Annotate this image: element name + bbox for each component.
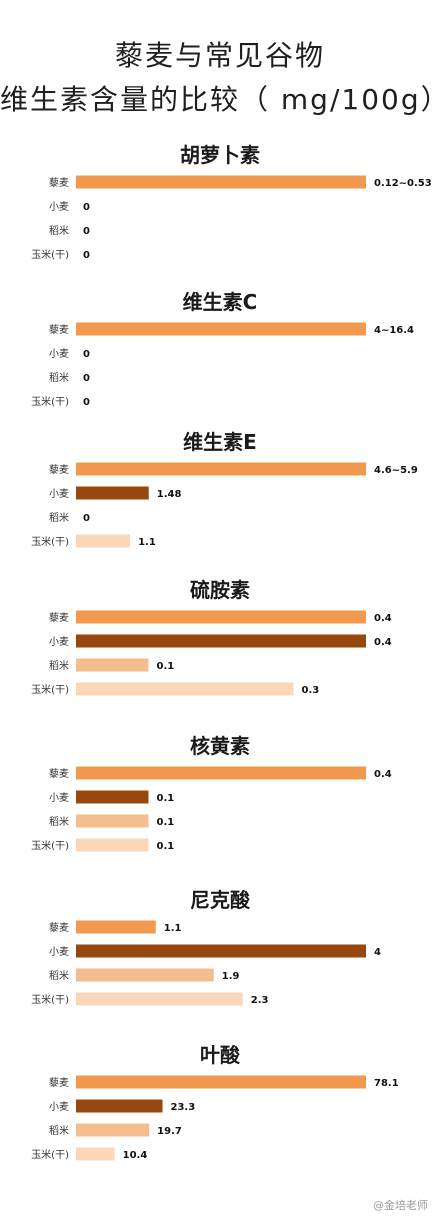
value-label: 0.1 — [157, 793, 175, 804]
bar — [76, 944, 366, 958]
category-label: 藜麦 — [49, 323, 69, 336]
bar — [76, 920, 156, 934]
panel-title: 硫胺素 — [190, 578, 250, 602]
value-label: 0 — [83, 349, 90, 360]
value-label: 0 — [83, 250, 90, 261]
category-label: 小麦 — [49, 201, 69, 213]
category-label: 藜麦 — [49, 1076, 69, 1089]
bar — [76, 838, 149, 852]
value-label: 23.3 — [171, 1102, 196, 1113]
category-label: 小麦 — [49, 488, 69, 500]
page-title-line2: 维生素含量的比较（ mg/100g） — [0, 83, 440, 116]
bar — [76, 610, 366, 624]
page-title: 藜麦与常见谷物 维生素含量的比较（ mg/100g） — [0, 34, 440, 122]
value-label: 0.1 — [157, 841, 175, 852]
category-label: 稻米 — [49, 371, 69, 384]
watermark: @金培老师 — [373, 1199, 428, 1212]
category-label: 小麦 — [49, 636, 69, 648]
category-label: 稻米 — [49, 659, 69, 672]
value-label: 0.4 — [374, 613, 392, 624]
category-label: 玉米(干) — [31, 683, 69, 696]
bar — [76, 992, 243, 1006]
bar — [76, 462, 366, 476]
bar — [76, 175, 366, 189]
value-label: 0 — [83, 373, 90, 384]
bar — [76, 1147, 115, 1161]
bar — [76, 766, 366, 780]
bar — [76, 658, 149, 672]
bar — [76, 814, 149, 828]
value-label: 0.4 — [374, 769, 392, 780]
value-label: 0 — [83, 202, 90, 213]
value-label: 1.1 — [164, 923, 182, 934]
value-label: 0.3 — [302, 685, 320, 696]
bar — [76, 1075, 366, 1089]
value-label: 2.3 — [251, 995, 269, 1006]
bar — [76, 486, 149, 500]
category-label: 稻米 — [49, 1124, 69, 1137]
category-label: 稻米 — [49, 511, 69, 524]
category-label: 玉米(干) — [31, 1148, 69, 1161]
category-label: 玉米(干) — [31, 993, 69, 1006]
category-label: 小麦 — [49, 348, 69, 360]
value-label: 0 — [83, 513, 90, 524]
category-label: 玉米(干) — [31, 839, 69, 852]
value-label: 0.4 — [374, 637, 392, 648]
value-label: 0 — [83, 226, 90, 237]
category-label: 稻米 — [49, 969, 69, 982]
category-label: 藜麦 — [49, 767, 69, 780]
value-label: 4.6~5.9 — [374, 465, 418, 476]
category-label: 藜麦 — [49, 921, 69, 934]
panel-title: 尼克酸 — [190, 888, 251, 912]
category-label: 藜麦 — [49, 463, 69, 476]
value-label: 10.4 — [123, 1150, 148, 1161]
category-label: 玉米(干) — [31, 248, 69, 261]
category-label: 小麦 — [49, 946, 69, 958]
bar — [76, 1099, 163, 1113]
panel-title: 叶酸 — [200, 1043, 241, 1067]
bar — [76, 682, 294, 696]
value-label: 0 — [83, 397, 90, 408]
category-label: 小麦 — [49, 1101, 69, 1113]
value-label: 4~16.4 — [374, 325, 414, 336]
value-label: 78.1 — [374, 1078, 399, 1089]
value-label: 0.12~0.53 — [374, 178, 432, 189]
category-label: 稻米 — [49, 815, 69, 828]
bar — [76, 534, 131, 548]
category-label: 稻米 — [49, 224, 69, 237]
bar — [76, 634, 366, 648]
value-label: 0.1 — [157, 817, 175, 828]
value-label: 19.7 — [157, 1126, 182, 1137]
value-label: 4 — [374, 947, 381, 958]
bar — [76, 1123, 150, 1137]
value-label: 0.1 — [157, 661, 175, 672]
panel-title: 维生素E — [183, 430, 257, 454]
bar — [76, 322, 366, 336]
category-label: 藜麦 — [49, 611, 69, 624]
panel-title: 胡萝卜素 — [180, 143, 260, 167]
category-label: 小麦 — [49, 792, 69, 804]
value-label: 1.9 — [222, 971, 240, 982]
value-label: 1.1 — [138, 537, 156, 548]
bar — [76, 968, 214, 982]
page-title-line1: 藜麦与常见谷物 — [114, 39, 325, 72]
panel-title: 维生素C — [183, 290, 258, 314]
category-label: 藜麦 — [49, 176, 69, 189]
panel-title: 核黄素 — [190, 734, 250, 758]
category-label: 玉米(干) — [31, 535, 69, 548]
value-label: 1.48 — [157, 489, 182, 500]
category-label: 玉米(干) — [31, 395, 69, 408]
bar — [76, 790, 149, 804]
